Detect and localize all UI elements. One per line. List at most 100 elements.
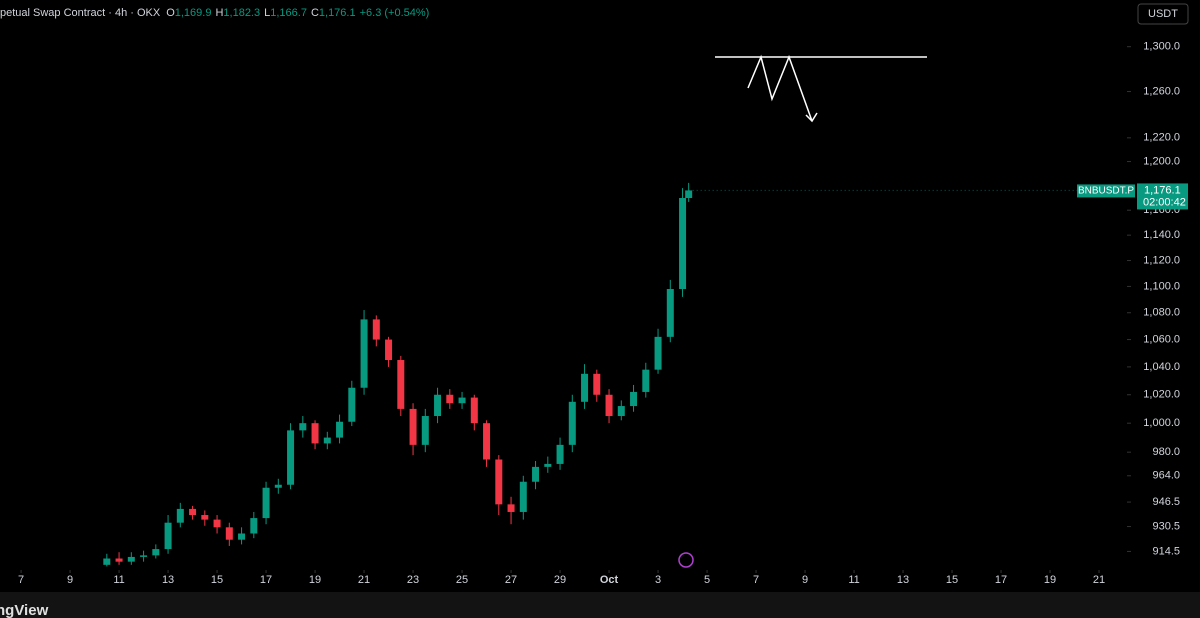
y-tick-label: 1,080.0 bbox=[1143, 307, 1180, 319]
price-label: 1,176.1 bbox=[1144, 184, 1181, 196]
candle-body bbox=[556, 444, 564, 464]
header: petual Swap Contract · 4h · OKX O1,169.9 H… bbox=[0, 7, 429, 19]
candle-body bbox=[348, 387, 356, 422]
candle-body bbox=[617, 406, 625, 417]
ohlc-label: O bbox=[166, 7, 175, 19]
x-tick-label: 19 bbox=[1044, 574, 1056, 586]
candle-body bbox=[360, 319, 368, 388]
drawn-arrowhead bbox=[805, 112, 818, 123]
x-tick-label: 25 bbox=[456, 574, 468, 586]
footer-brand: ngView bbox=[0, 602, 49, 618]
candle-body bbox=[189, 508, 197, 516]
candle-body bbox=[201, 515, 209, 520]
drawn-path bbox=[747, 54, 813, 122]
candle-body bbox=[127, 556, 135, 562]
candle-body bbox=[507, 504, 515, 512]
x-tick-label: 15 bbox=[211, 574, 223, 586]
x-tick-label: 7 bbox=[753, 574, 759, 586]
candle-body bbox=[311, 423, 319, 444]
x-tick-label: 9 bbox=[67, 574, 73, 586]
candle-body bbox=[605, 394, 613, 417]
y-tick-label: 1,200.0 bbox=[1143, 155, 1180, 167]
footer-bar bbox=[0, 592, 1200, 618]
ohlc-value: 1,182.3 bbox=[223, 7, 260, 19]
price-tag bbox=[1137, 183, 1188, 210]
x-tick-label: 13 bbox=[897, 574, 909, 586]
x-tick-label: 17 bbox=[995, 574, 1007, 586]
candle-body bbox=[140, 555, 148, 557]
candle-body bbox=[532, 466, 540, 482]
symbol-label: BNBUSDT.P bbox=[1078, 186, 1134, 197]
symbol-tag bbox=[1077, 184, 1135, 198]
y-tick-label: 914.5 bbox=[1152, 545, 1180, 557]
x-tick-label: 23 bbox=[407, 574, 419, 586]
x-tick-label: 13 bbox=[162, 574, 174, 586]
drawing bbox=[715, 54, 927, 123]
candle-body bbox=[323, 437, 331, 444]
candle-body bbox=[446, 394, 454, 404]
y-tick-label: 1,100.0 bbox=[1143, 280, 1180, 292]
candle-body bbox=[434, 394, 442, 417]
currency-button[interactable] bbox=[1137, 3, 1189, 25]
ohlc-label: H bbox=[215, 7, 223, 19]
currency-label[interactable]: USDT bbox=[1148, 8, 1178, 20]
candle-body bbox=[483, 423, 491, 460]
y-tick-label: 1,140.0 bbox=[1143, 229, 1180, 241]
ohlc-change: +6.3 (+0.54%) bbox=[360, 7, 430, 19]
candle-body bbox=[103, 558, 111, 565]
x-tick-label: 21 bbox=[358, 574, 370, 586]
candle-body bbox=[685, 190, 693, 199]
y-tick-label: 1,040.0 bbox=[1143, 361, 1180, 373]
x-tick-label: 11 bbox=[113, 574, 124, 586]
candle-body bbox=[152, 549, 160, 556]
countdown-label: 02:00:42 bbox=[1143, 196, 1186, 208]
y-tick-label: 1,260.0 bbox=[1143, 85, 1180, 97]
event-icon[interactable] bbox=[678, 552, 694, 568]
candle-body bbox=[176, 508, 184, 523]
y-tick-label: 946.5 bbox=[1152, 496, 1180, 508]
y-tick-label: 1,120.0 bbox=[1143, 254, 1180, 266]
candle-body bbox=[470, 397, 478, 424]
x-tick-label: 27 bbox=[505, 574, 517, 586]
candle-body bbox=[409, 408, 417, 445]
candle-body bbox=[238, 533, 246, 540]
header-title: petual Swap Contract · 4h · OKX bbox=[0, 7, 161, 19]
y-tick-label: 1,300.0 bbox=[1143, 41, 1180, 53]
candle-body bbox=[287, 430, 295, 485]
ohlc-value: 1,166.7 bbox=[270, 7, 307, 19]
x-tick-label: 29 bbox=[554, 574, 566, 586]
x-tick-label: 17 bbox=[260, 574, 272, 586]
candle-body bbox=[679, 198, 687, 290]
candle-body bbox=[519, 481, 527, 512]
candle-body bbox=[544, 463, 552, 467]
candle-body bbox=[372, 319, 380, 340]
candle-body bbox=[568, 401, 576, 445]
candle-body bbox=[642, 369, 650, 392]
x-tick-label: 5 bbox=[704, 574, 710, 586]
candle-body bbox=[336, 421, 344, 438]
x-tick-label: 21 bbox=[1093, 574, 1105, 586]
candle-body bbox=[115, 558, 123, 562]
x-tick-label: Oct bbox=[600, 574, 619, 586]
candle-body bbox=[630, 391, 638, 407]
ohlc-value: 1,169.9 bbox=[175, 7, 212, 19]
candle-body bbox=[397, 360, 405, 409]
candle-body bbox=[164, 522, 172, 550]
candle-body bbox=[581, 373, 589, 402]
x-tick-label: 19 bbox=[309, 574, 321, 586]
candle-body bbox=[299, 423, 307, 431]
x-tick-label: 11 bbox=[848, 574, 859, 586]
y-tick-label: 1,000.0 bbox=[1143, 417, 1180, 429]
candle-body bbox=[250, 518, 258, 534]
ohlc-label: L bbox=[264, 7, 270, 19]
y-tick-label: 1,060.0 bbox=[1143, 333, 1180, 345]
candle-body bbox=[274, 484, 282, 488]
ohlc-label: C bbox=[311, 7, 319, 19]
candle-body bbox=[385, 339, 393, 361]
y-tick-label: 964.0 bbox=[1152, 470, 1180, 482]
ohlc-value: 1,176.1 bbox=[319, 7, 356, 19]
x-tick-label: 3 bbox=[655, 574, 661, 586]
candle-body bbox=[213, 519, 221, 528]
